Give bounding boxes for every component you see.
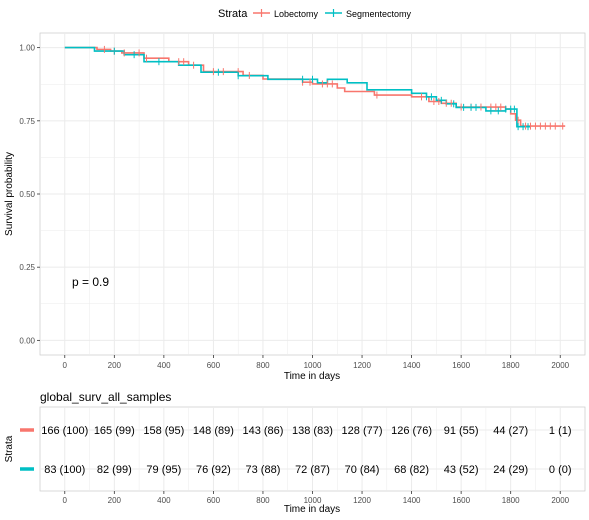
table-x-tick-label: 600: [207, 496, 221, 505]
p-value-annotation: p = 0.9: [72, 275, 109, 289]
strata-keys: [20, 428, 34, 471]
risk-table-cell: 126 (76): [391, 425, 432, 437]
risk-table-cell: 43 (52): [444, 464, 479, 476]
risk-table-cell: 165 (99): [94, 425, 135, 437]
x-tick-label: 2000: [551, 361, 569, 370]
risk-table-x-ticks: 0 200 400 600 800 1000 1200 1400 1600 1800 2000: [63, 491, 570, 505]
table-x-tick-label: 1600: [452, 496, 470, 505]
risk-table-cell: 91 (55): [444, 425, 479, 437]
x-tick-label: 0: [63, 361, 68, 370]
risk-table-cell: 68 (82): [394, 464, 429, 476]
legend: Strata Lobectomy Segmentectomy: [218, 8, 412, 20]
risk-table-cell: 83 (100): [44, 464, 85, 476]
x-tick-label: 600: [207, 361, 221, 370]
risk-table-grid: [40, 407, 585, 491]
risk-table-cell: 79 (95): [146, 464, 181, 476]
legend-label-lobectomy: Lobectomy: [274, 9, 319, 19]
y-tick-label: 0.75: [19, 117, 35, 126]
risk-table-cell: 70 (84): [345, 464, 380, 476]
x-tick-label: 1000: [304, 361, 322, 370]
risk-table-x-axis-title: Time in days: [284, 504, 340, 515]
x-tick-label: 1400: [403, 361, 421, 370]
y-tick-label: 0.00: [19, 336, 35, 345]
risk-table-cell: 76 (92): [196, 464, 231, 476]
risk-table-cells: 166 (100) 165 (99) 158 (95) 148 (89) 143 (86…: [41, 425, 571, 476]
censor-marks: [103, 45, 564, 131]
y-tick-label: 0.25: [19, 263, 35, 272]
table-x-tick-label: 2000: [551, 496, 569, 505]
legend-title: Strata: [218, 8, 248, 20]
risk-table-cell: 72 (87): [295, 464, 330, 476]
x-tick-label: 1200: [353, 361, 371, 370]
table-x-tick-label: 0: [63, 496, 68, 505]
risk-table-cell: 0 (0): [549, 464, 572, 476]
risk-table-cell: 128 (77): [342, 425, 383, 437]
legend-item-lobectomy: Lobectomy: [253, 9, 319, 19]
table-x-tick-label: 200: [108, 496, 122, 505]
risk-table-cell: 44 (27): [493, 425, 528, 437]
survival-plot: 0.00 0.25 0.50 0.75 1.00 0 200 400 600 800 1000 12…: [4, 32, 586, 382]
table-x-tick-label: 1800: [502, 496, 520, 505]
table-x-tick-label: 400: [157, 496, 171, 505]
x-tick-label: 1600: [452, 361, 470, 370]
table-x-tick-label: 1200: [353, 496, 371, 505]
legend-label-segmentectomy: Segmentectomy: [346, 9, 412, 19]
x-tick-label: 200: [108, 361, 122, 370]
table-x-tick-label: 1400: [403, 496, 421, 505]
y-tick-label: 0.50: [19, 190, 35, 199]
table-x-tick-label: 1000: [304, 496, 322, 505]
x-axis-ticks: 0 200 400 600 800 1000 1200 1400 1600 1800 2000: [63, 355, 570, 370]
risk-table-title: global_surv_all_samples: [40, 390, 171, 404]
risk-table-cell: 24 (29): [493, 464, 528, 476]
risk-table-cell: 138 (83): [292, 425, 333, 437]
risk-table-cell: 73 (88): [246, 464, 281, 476]
risk-table: global_surv_all_samples 166 (100) 165 (99…: [4, 390, 586, 515]
risk-table-cell: 143 (86): [242, 425, 283, 437]
table-x-tick-label: 800: [256, 496, 270, 505]
y-axis-ticks: 0.00 0.25 0.50 0.75 1.00: [19, 44, 40, 345]
legend-item-segmentectomy: Segmentectomy: [325, 9, 412, 19]
risk-table-cell: 166 (100): [41, 425, 88, 437]
risk-table-cell: 148 (89): [193, 425, 234, 437]
risk-table-cell: 1 (1): [549, 425, 572, 437]
x-axis-title: Time in days: [284, 371, 340, 382]
risk-table-cell: 158 (95): [143, 425, 184, 437]
x-tick-label: 1800: [502, 361, 520, 370]
x-tick-label: 400: [157, 361, 171, 370]
y-axis-title: Survival probability: [4, 152, 15, 236]
y-tick-label: 1.00: [19, 44, 35, 53]
x-tick-label: 800: [256, 361, 270, 370]
risk-table-cell: 82 (99): [97, 464, 132, 476]
risk-table-y-axis-title: Strata: [4, 435, 15, 462]
